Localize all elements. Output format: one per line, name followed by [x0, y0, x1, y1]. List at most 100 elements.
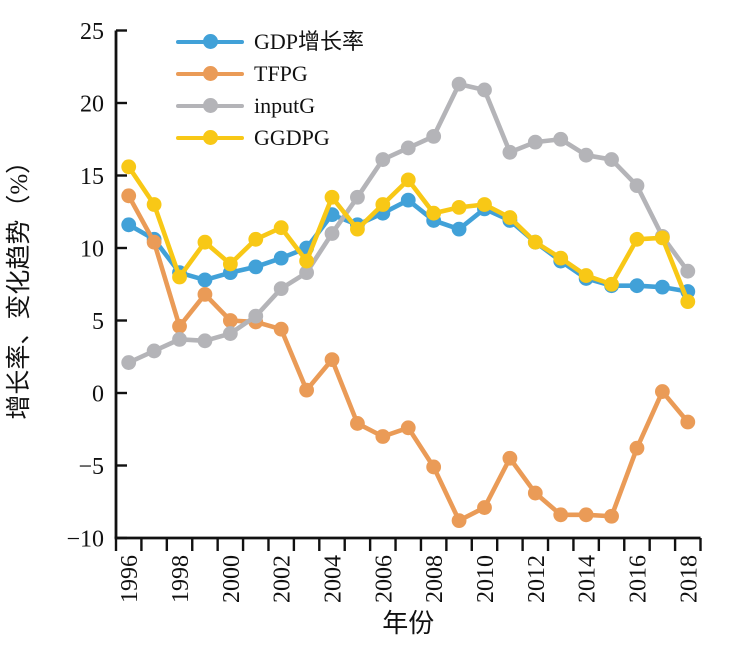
legend-marker-inputg	[176, 94, 244, 117]
series-3-point	[299, 253, 314, 269]
series-3-point	[248, 231, 264, 247]
series-1-point	[553, 507, 569, 523]
y-tick-label: −10	[66, 526, 104, 552]
legend: GDP增长率 TFPG inputG GGDPG	[176, 30, 364, 149]
svg-text:2004: 2004	[321, 555, 347, 603]
x-tick-label: 2006	[371, 555, 397, 603]
series-1-point	[578, 507, 594, 523]
series-2-point	[553, 131, 569, 147]
x-tick-label: 1996	[117, 555, 143, 603]
series-2-point	[172, 331, 187, 347]
series-1-point	[197, 287, 213, 302]
series-0-point	[121, 217, 137, 233]
series-2-point	[273, 281, 289, 296]
series-1-point	[172, 318, 187, 334]
x-tick-label: 2016	[625, 555, 651, 603]
series-1-point	[121, 188, 137, 204]
series-layer	[121, 76, 696, 528]
legend-marker-ggdpg	[176, 126, 244, 149]
series-2-point	[502, 144, 518, 160]
series-1-point	[502, 450, 518, 466]
series-3-point	[197, 234, 213, 250]
series-0-point	[629, 278, 645, 294]
legend-marker-gdp	[176, 30, 244, 53]
svg-text:2006: 2006	[371, 555, 397, 603]
series-3-point	[604, 276, 619, 292]
series-3-point	[273, 220, 289, 236]
series-3-point	[680, 294, 696, 310]
series-2-point	[324, 226, 340, 241]
series-3-point	[451, 200, 467, 215]
y-tick-label: 5	[92, 309, 104, 335]
series-3-point	[400, 172, 416, 188]
svg-text:2010: 2010	[473, 555, 499, 603]
series-2-point	[604, 152, 619, 167]
series-2-point	[222, 326, 238, 341]
series-2-point	[680, 263, 696, 279]
series-1-point	[654, 384, 670, 399]
series-3-point	[629, 231, 645, 247]
series-3-point	[502, 210, 518, 225]
series-2-point	[477, 82, 492, 98]
series-2-point	[578, 147, 594, 163]
legend-label-ggdpg: GGDPG	[254, 125, 330, 150]
x-tick-label: 2018	[676, 555, 702, 603]
legend-item-inputg: inputG	[176, 94, 364, 117]
x-tick-label: 2012	[524, 555, 550, 603]
series-1-point	[273, 321, 289, 337]
series-0-point	[400, 192, 416, 208]
x-tick-label: 2002	[270, 555, 296, 603]
series-0-point	[654, 279, 670, 295]
legend-item-ggdpg: GGDPG	[176, 126, 364, 149]
x-tick-label: 1998	[168, 555, 194, 603]
series-2-point	[426, 128, 442, 144]
series-1-point	[146, 234, 162, 250]
svg-text:2012: 2012	[524, 555, 550, 603]
axes-layer: −10 −5 0 5 10 15 20 25 1996 1998 2000 2002 2004 2006 2…	[66, 19, 702, 603]
series-3-point	[553, 250, 569, 266]
y-tick-label: 25	[80, 19, 104, 45]
titles-layer: 增长率、变化趋势（%） 年份	[5, 149, 434, 638]
x-tick-label: 2000	[219, 555, 245, 603]
series-1-line	[126, 193, 691, 523]
svg-text:1998: 1998	[168, 555, 194, 603]
y-tick-label: 0	[92, 381, 104, 407]
x-tick-label: 2008	[422, 555, 448, 603]
series-3-point	[527, 234, 543, 250]
series-1-point	[527, 485, 543, 501]
series-2-point	[299, 265, 314, 281]
series-3-point	[426, 205, 442, 221]
svg-text:2008: 2008	[422, 555, 448, 603]
series-3-point	[375, 197, 391, 212]
y-axis-title: 增长率、变化趋势（%）	[5, 149, 33, 420]
series-0-point	[248, 259, 264, 275]
series-2-point	[350, 189, 365, 205]
series-3-point	[172, 269, 187, 285]
y-tick-label: 15	[80, 164, 104, 190]
series-2-point	[400, 140, 416, 156]
series-1-point	[451, 513, 467, 528]
series-3-point	[121, 159, 137, 175]
x-tick-label: 2014	[575, 555, 601, 603]
series-0-point	[197, 272, 213, 288]
series-1-point	[680, 414, 696, 430]
series-2-point	[629, 178, 645, 194]
series-2-point	[375, 152, 391, 167]
series-3-point	[654, 230, 670, 246]
series-1-point	[604, 508, 619, 524]
series-1-point	[299, 382, 314, 398]
series-1-point	[426, 459, 442, 475]
svg-text:2014: 2014	[575, 555, 601, 603]
series-0-point	[273, 250, 289, 266]
y-tick-label: −5	[78, 454, 104, 480]
legend-label-gdp: GDP增长率	[254, 29, 365, 54]
series-1-point	[400, 420, 416, 436]
legend-item-tfpg: TFPG	[176, 62, 364, 85]
series-2-markers	[121, 76, 696, 370]
y-tick-label: 10	[80, 236, 104, 262]
svg-text:2018: 2018	[676, 555, 702, 603]
x-axis-title: 年份	[382, 609, 434, 638]
legend-marker-tfpg	[176, 62, 244, 85]
